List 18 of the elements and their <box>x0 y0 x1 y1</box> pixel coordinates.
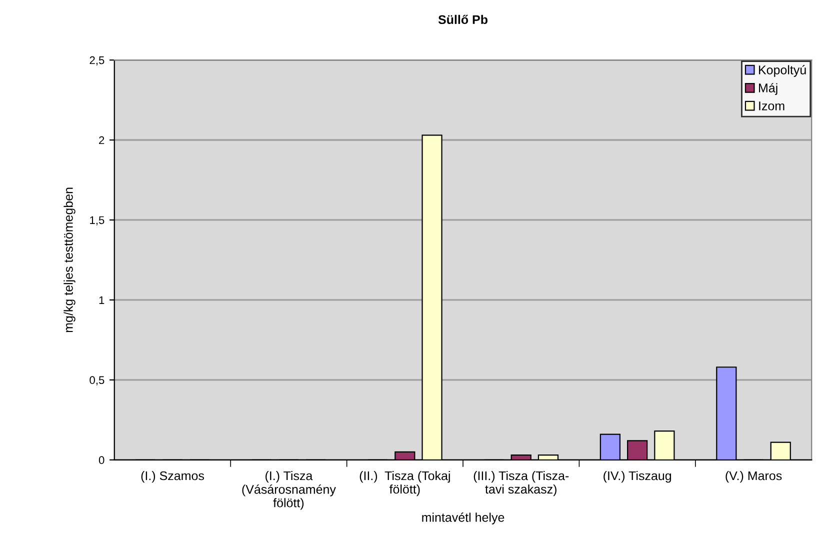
x-tick-label: (I.) Tisza (Vásárosnamény fölött) <box>242 471 336 510</box>
y-tick-label: 1,5 <box>90 216 104 226</box>
x-tick-label: (I.) Szamos <box>141 471 204 483</box>
x-tick-label: (II.) Tisza (Tokaj fölött) <box>360 471 450 496</box>
x-axis-title: mintavétl helye <box>422 512 504 524</box>
y-tick-label: 1 <box>99 296 104 304</box>
y-tick-label: 2 <box>99 136 104 144</box>
x-tick-label: (V.) Maros <box>726 471 782 483</box>
y-axis-title: mg/kg teljes testtömegben <box>64 188 76 332</box>
x-tick-label: (IV.) Tiszaug <box>604 471 672 483</box>
legend-label: Izom <box>759 102 784 110</box>
chart-title: Süllő Pb <box>438 14 488 24</box>
x-tick-label: (III.) Tisza (Tisza- tavi szakasz) <box>474 471 569 496</box>
legend-label: Kopoltyú <box>759 65 806 77</box>
y-tick-label: 0,5 <box>90 376 104 386</box>
legend-label: Máj <box>759 83 778 95</box>
y-tick-label: 0 <box>98 456 104 464</box>
y-tick-label: 2,5 <box>90 56 104 66</box>
